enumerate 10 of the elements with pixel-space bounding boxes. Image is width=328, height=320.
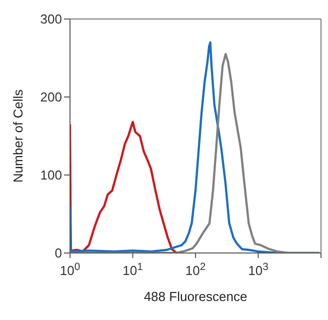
y-tick-label: 100 [40,168,62,183]
x-tick-label: 10$^{1}$ [122,262,144,278]
x-tick-label: 10$^{0}$ [60,262,80,278]
y-tick-label: 200 [40,90,62,105]
y-tick-label: 300 [40,12,62,27]
y-axis-title: Number of Cells [10,88,26,183]
y-tick-label: 0 [54,246,62,261]
x-axis-title: 488 Fluorescence [144,289,248,304]
x-tick-label: 10$^{2}$ [185,262,206,278]
x-tick-label: 10$^{3}$ [248,262,269,278]
